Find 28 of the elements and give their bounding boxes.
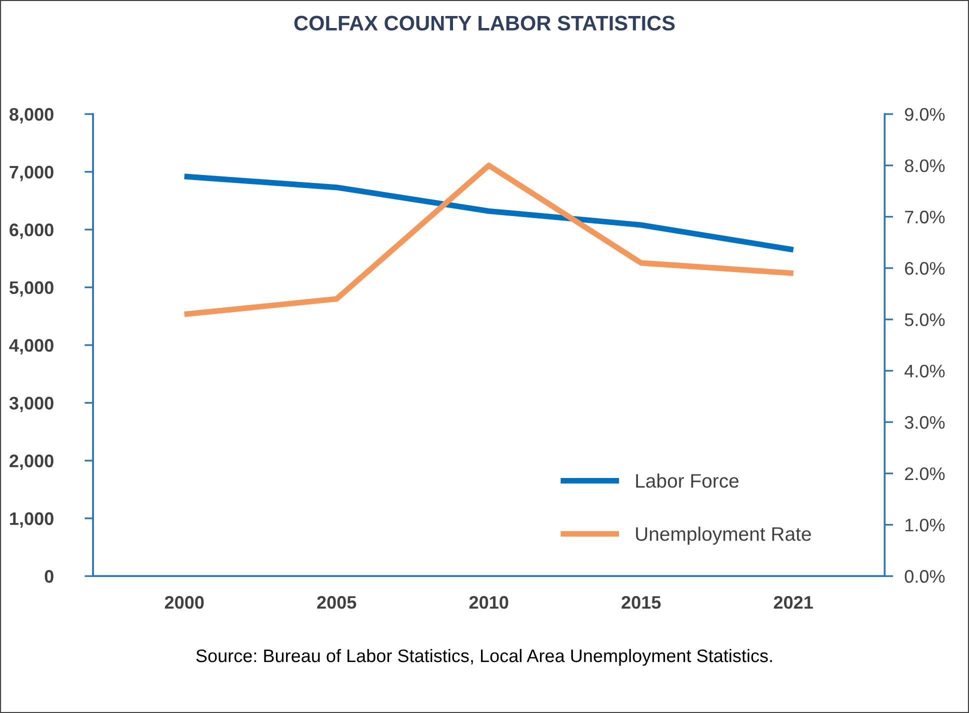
y2-tick-label: 9.0% — [904, 108, 945, 121]
y2-tick-label: 2.0% — [905, 467, 945, 480]
y2-tick-label: 4.0% — [904, 364, 945, 378]
y-tick-label: 4,000 — [9, 339, 54, 354]
y-tick-label: 6,000 — [10, 224, 54, 239]
y2-tick-label: 3.0% — [904, 416, 945, 429]
y2-tick-label: 0.0% — [904, 570, 945, 583]
x-tick-label: 2021 — [774, 596, 813, 609]
x-tick-label: 2000 — [164, 596, 204, 609]
y2-tick-label: 8.0% — [904, 159, 945, 172]
y-tick-label: 1,000 — [10, 512, 54, 528]
y-tick-label: 7,000 — [10, 166, 54, 182]
x-tick-label: 2015 — [622, 596, 661, 609]
y-tick-label: 5,000 — [10, 281, 54, 297]
x-tick-label: 2010 — [469, 596, 508, 609]
x-tick-label: 2005 — [317, 596, 356, 609]
y2-tick-label: 6.0% — [905, 262, 945, 275]
y2-tick-label: 1.0% — [906, 518, 945, 532]
y-tick-label: 3,000 — [9, 396, 54, 412]
chart-title: COLFAX COUNTY LABOR STATISTICS — [294, 16, 675, 31]
y-tick-label: 2,000 — [10, 454, 54, 470]
source-note: Source: Bureau of Labor Statistics, Local Area Unemployment Statistics. — [196, 648, 772, 666]
legend-label: Unemployment Rate — [636, 526, 811, 545]
legend-label: Labor Force — [636, 473, 739, 488]
y-tick-label: 0 — [44, 570, 54, 583]
y2-tick-label: 7.0% — [905, 210, 945, 224]
y-tick-label: 8,000 — [10, 108, 54, 124]
y2-tick-label: 5.0% — [904, 313, 945, 326]
